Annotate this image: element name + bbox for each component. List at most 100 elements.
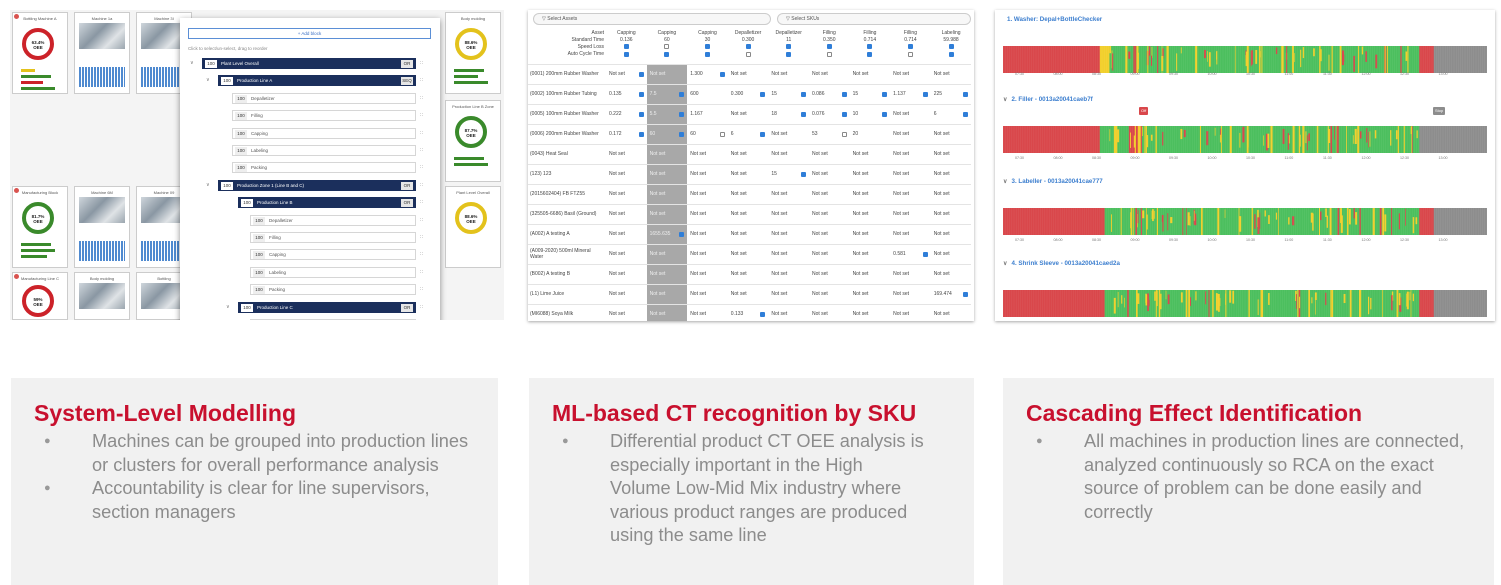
machine-card[interactable]: Manufacturing Block 81.7% OEE (12, 186, 68, 268)
ct-cell[interactable]: Not set (606, 244, 647, 265)
drag-handle-icon[interactable]: ∷ (420, 129, 424, 136)
ct-cell[interactable]: 0.581 (890, 244, 931, 265)
drag-handle-icon[interactable]: ∷ (420, 164, 424, 171)
block-weight[interactable]: 100 (253, 251, 265, 260)
ct-cell[interactable]: 0.076 (808, 104, 850, 125)
chevron-down-icon[interactable]: ∨ (206, 77, 210, 84)
ct-checkbox[interactable] (963, 91, 969, 97)
ct-cell[interactable]: 15 (849, 84, 891, 105)
ct-checkbox[interactable] (841, 131, 847, 137)
chevron-down-icon[interactable]: ∨ (1003, 96, 1008, 103)
speed-loss-checkbox[interactable] (907, 44, 913, 49)
ct-cell[interactable]: Not set (768, 244, 809, 265)
auto-cycle-checkbox[interactable] (623, 52, 629, 57)
drag-handle-icon[interactable]: ∷ (420, 234, 424, 240)
ct-cell[interactable]: Not set (930, 244, 972, 265)
ct-checkbox[interactable] (922, 251, 928, 257)
ct-checkbox[interactable] (800, 91, 806, 97)
speed-loss-checkbox[interactable] (664, 44, 670, 49)
ct-cell[interactable]: Not set (687, 204, 728, 225)
chevron-down-icon[interactable]: ∨ (190, 60, 194, 66)
tree-row[interactable]: 100 Production Line A SEQ (218, 75, 416, 87)
block-weight[interactable]: 100 (205, 60, 217, 68)
ct-cell[interactable]: Not set (930, 64, 972, 85)
ct-cell[interactable]: Not set (849, 204, 891, 225)
tree-row[interactable]: 100 Depalletizer (232, 92, 416, 104)
block-weight[interactable]: 100 (253, 216, 265, 225)
ct-cell[interactable]: Not set (768, 284, 809, 305)
ct-cell[interactable]: Not set (849, 304, 891, 321)
block-weight[interactable]: 100 (235, 164, 247, 173)
ct-cell[interactable]: Not set (808, 64, 850, 85)
ct-checkbox[interactable] (760, 131, 766, 137)
ct-cell[interactable]: Not set (646, 164, 688, 185)
ct-cell[interactable]: Not set (808, 304, 850, 321)
ct-cell[interactable]: Not set (849, 144, 891, 165)
machine-card[interactable]: Machine 6M (74, 186, 130, 268)
ct-cell[interactable]: Not set (849, 284, 891, 305)
ct-cell[interactable]: Not set (808, 264, 850, 285)
ct-cell[interactable]: Not set (768, 184, 809, 205)
ct-cell[interactable]: Not set (727, 264, 769, 285)
ct-cell[interactable]: 1.167 (687, 104, 728, 125)
ct-cell[interactable]: Not set (606, 64, 647, 85)
block-weight[interactable]: 100 (253, 234, 265, 242)
ct-cell[interactable]: Not set (930, 264, 972, 285)
ct-cell[interactable]: Not set (890, 104, 931, 125)
tree-row[interactable]: 100 Depalletizer (250, 214, 416, 226)
ct-cell[interactable]: Not set (930, 224, 972, 245)
tree-row[interactable]: 100 Production Line C OR (238, 301, 416, 313)
ct-cell[interactable]: Not set (687, 284, 728, 305)
block-weight[interactable]: 100 (221, 77, 233, 86)
state-timeline-strip[interactable] (1003, 126, 1487, 153)
ct-cell[interactable]: Not set (849, 64, 891, 85)
ct-checkbox[interactable] (679, 91, 685, 97)
ct-cell[interactable]: Not set (646, 184, 688, 205)
ct-checkbox[interactable] (963, 111, 969, 117)
ct-cell[interactable]: Not set (768, 124, 809, 145)
ct-checkbox[interactable] (638, 131, 644, 137)
ct-cell[interactable]: Not set (646, 144, 688, 165)
remove-icon[interactable] (14, 188, 19, 193)
ct-cell[interactable]: 0.222 (606, 104, 647, 125)
block-mode-badge[interactable]: SEQ (401, 77, 413, 86)
ct-cell[interactable]: 5.5 (646, 104, 688, 125)
state-timeline-strip[interactable] (1003, 208, 1487, 235)
ct-cell[interactable]: Not set (849, 244, 891, 265)
ct-cell[interactable]: Not set (606, 264, 647, 285)
drag-handle-icon[interactable]: ∷ (420, 94, 424, 101)
select-skus-filter[interactable]: ▽ Select SKUs (777, 13, 971, 25)
auto-cycle-checkbox[interactable] (786, 52, 792, 57)
ct-cell[interactable]: Not set (808, 184, 850, 205)
ct-cell[interactable]: Not set (687, 244, 728, 265)
ct-cell[interactable]: Not set (808, 164, 850, 185)
speed-loss-checkbox[interactable] (745, 44, 751, 49)
ct-cell[interactable]: Not set (606, 144, 647, 165)
ct-checkbox[interactable] (922, 91, 928, 97)
block-weight[interactable]: 100 (221, 181, 233, 190)
ct-cell[interactable]: Not set (890, 264, 931, 285)
ct-cell[interactable]: Not set (727, 244, 769, 265)
ct-cell[interactable]: Not set (646, 284, 688, 305)
ct-checkbox[interactable] (882, 111, 888, 117)
ct-checkbox[interactable] (963, 291, 969, 297)
machine-card[interactable]: Machine 1a (74, 12, 130, 94)
auto-cycle-checkbox[interactable] (907, 52, 913, 57)
ct-cell[interactable]: 0.133 (727, 304, 769, 321)
tree-row[interactable]: 100 Capping (232, 127, 416, 139)
ct-cell[interactable]: Not set (727, 184, 769, 205)
drag-handle-icon[interactable]: ∷ (420, 216, 424, 223)
ct-cell[interactable]: Not set (930, 144, 972, 165)
block-weight[interactable]: 100 (235, 112, 247, 121)
auto-cycle-checkbox[interactable] (664, 52, 670, 57)
ct-cell[interactable]: Not set (727, 64, 769, 85)
drag-handle-icon[interactable]: ∷ (420, 303, 424, 310)
ct-cell[interactable]: 60 (646, 124, 688, 145)
ct-cell[interactable]: 1.300 (687, 64, 728, 85)
ct-checkbox[interactable] (841, 91, 847, 97)
ct-cell[interactable]: Not set (808, 204, 850, 225)
tree-row[interactable]: 100 Plant Level Overall OR (202, 58, 416, 69)
auto-cycle-checkbox[interactable] (745, 52, 751, 57)
timeline-title[interactable]: ∨ 2. Filler - 0013a20041caeb7f (1003, 96, 1093, 103)
tree-row[interactable]: 100 Production Line B OR (238, 197, 416, 209)
